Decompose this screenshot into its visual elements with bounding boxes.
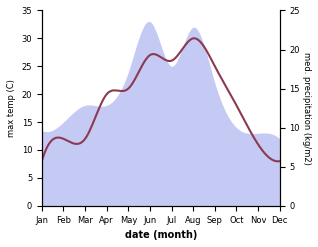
Y-axis label: med. precipitation (kg/m2): med. precipitation (kg/m2) [302,52,311,165]
Y-axis label: max temp (C): max temp (C) [7,79,16,137]
X-axis label: date (month): date (month) [125,230,197,240]
